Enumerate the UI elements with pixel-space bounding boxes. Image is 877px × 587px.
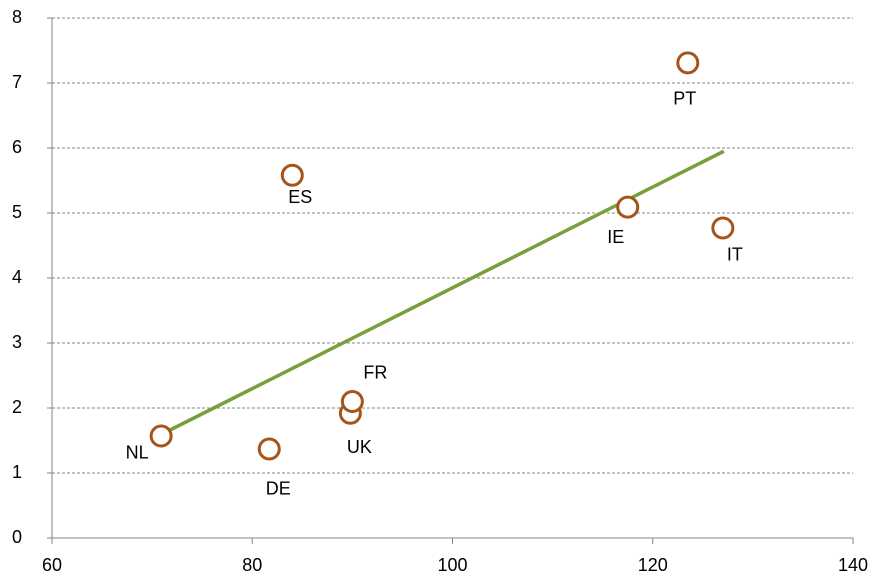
y-tick-label: 8 — [12, 7, 22, 27]
point — [280, 163, 304, 187]
point-label: DE — [266, 479, 291, 499]
point-label: ES — [288, 187, 312, 207]
point — [340, 390, 364, 413]
x-tick-label: 80 — [242, 555, 262, 575]
x-tick-label: 100 — [437, 555, 467, 575]
x-tick-label: 120 — [638, 555, 668, 575]
point-label: FR — [363, 362, 387, 382]
y-tick-label: 5 — [12, 202, 22, 222]
y-tick-label: 0 — [12, 527, 22, 547]
y-tick-label: 3 — [12, 332, 22, 352]
point-label: PT — [673, 89, 696, 109]
point — [711, 216, 735, 240]
point — [616, 195, 640, 219]
point — [676, 51, 700, 75]
y-tick-label: 1 — [12, 462, 22, 482]
point — [149, 424, 173, 448]
x-tick-label: 60 — [42, 555, 62, 575]
point-label: UK — [347, 437, 372, 457]
y-tick-label: 6 — [12, 137, 22, 157]
trendline — [161, 149, 725, 436]
x-tick-label: 140 — [838, 555, 868, 575]
point-label: NL — [126, 443, 149, 463]
point-label: IE — [607, 227, 624, 247]
point — [257, 437, 281, 461]
y-tick-label: 7 — [12, 72, 22, 92]
y-tick-label: 4 — [12, 267, 22, 287]
y-tick-label: 2 — [12, 397, 22, 417]
point-label: IT — [727, 245, 743, 265]
